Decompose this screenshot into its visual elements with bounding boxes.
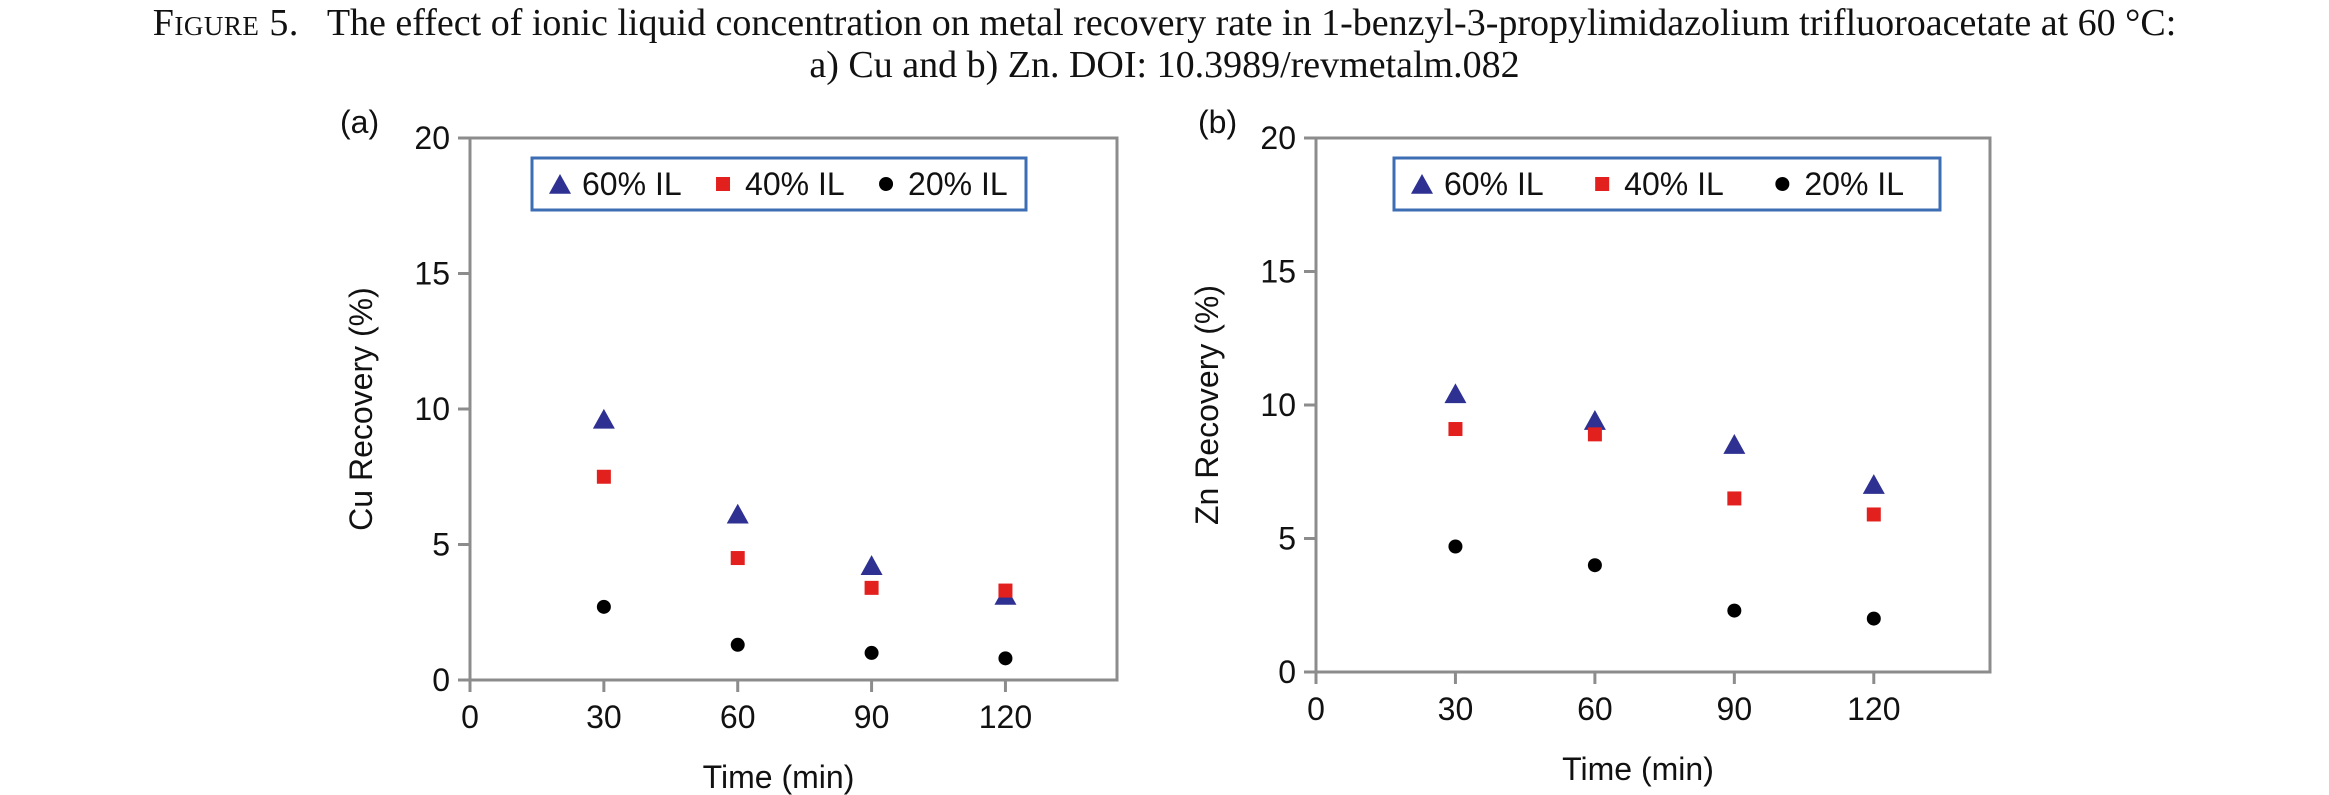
panel-a-legend-marker-square — [716, 177, 731, 191]
panel-b-point-circle — [1727, 603, 1742, 618]
panel-b-point-triangle — [1583, 410, 1606, 430]
panel-b-legend-marker-triangle — [1411, 174, 1433, 194]
panel-b-point-square — [1866, 507, 1881, 522]
panel-b-legend-box — [1392, 156, 1942, 212]
figure-label: Figure 5. — [152, 2, 299, 44]
panel-a-point-triangle — [860, 555, 883, 575]
caption-text-1: The effect of ionic liquid concentration… — [326, 2, 2177, 44]
panel-a-point-square — [998, 583, 1013, 598]
panel-b-legend-label: 60% IL — [1444, 166, 1544, 202]
panel-b-y-tick-label: 0 — [1278, 654, 1296, 690]
panel-a-point-triangle — [592, 408, 615, 429]
panel-b-x-tick-label: 90 — [1717, 691, 1753, 727]
panel-a-x-tick-label: 0 — [461, 699, 479, 735]
panel-a-point-square — [596, 469, 611, 484]
panel-b-legend-marker-square — [1595, 177, 1610, 191]
panel-b-point-square — [1727, 491, 1742, 506]
panel-b-legend-marker-circle — [1775, 177, 1790, 191]
panel-a-y-tick-label: 15 — [414, 256, 450, 292]
panel-b-y-tick-label: 10 — [1260, 387, 1296, 423]
panel-a-x-axis-title: Time (min) — [703, 759, 855, 795]
panel-a-y-tick-label: 0 — [432, 662, 450, 698]
panel-b-point-triangle — [1723, 434, 1746, 454]
panel-a-x-tick-label: 120 — [979, 699, 1032, 735]
panel-a-x-tick-label: 60 — [720, 699, 756, 735]
panel-a-legend-marker-circle — [879, 177, 894, 191]
panel-b-y-axis-title: Zn Recovery (%) — [1189, 285, 1225, 525]
panel-b-point-square — [1448, 422, 1463, 437]
panel-a-legend-box — [530, 156, 1028, 212]
panel-b-x-tick-label: 120 — [1847, 691, 1900, 727]
panel-b-legend-label: 20% IL — [1804, 166, 1904, 202]
panel-a-point-circle — [730, 637, 745, 652]
panel-b-point-circle — [1866, 611, 1881, 626]
caption-line-1: Figure 5. The effect of ionic liquid conc… — [0, 2, 2329, 44]
panel-b-point-circle — [1448, 539, 1463, 554]
panel-a-x-tick-label: 30 — [586, 699, 622, 735]
panel-b-y-tick-label: 15 — [1260, 254, 1296, 290]
caption-line-2: a) Cu and b) Zn. DOI: 10.3989/revmetalm.… — [809, 44, 1520, 86]
panel-a-y-axis-title: Cu Recovery (%) — [343, 287, 379, 531]
panel-a-x-tick-label: 90 — [854, 699, 890, 735]
panel-a-point-square — [864, 580, 879, 595]
panel-a-plot-frame — [468, 136, 1119, 682]
panel-a-legend-label: 40% IL — [745, 166, 845, 202]
panel-b-x-axis-title: Time (min) — [1562, 751, 1714, 787]
panel-b-label: (b) — [1198, 104, 1237, 140]
panel-a-point-square — [730, 551, 745, 566]
panel-b-x-tick-label: 60 — [1577, 691, 1613, 727]
panel-a-point-circle — [864, 645, 879, 660]
panel-b-point-triangle — [1444, 383, 1467, 404]
figure-caption: Figure 5. The effect of ionic liquid conc… — [0, 2, 2329, 86]
panel-a-legend-label: 20% IL — [908, 166, 1008, 202]
panel-a-label: (a) — [340, 104, 379, 140]
panel-a-point-triangle — [726, 503, 749, 524]
panel-b-point-square — [1587, 427, 1602, 442]
panel-b-point-triangle — [1862, 474, 1885, 494]
panel-b-plot-frame — [1314, 136, 1992, 674]
panel-a-y-tick-label: 10 — [414, 391, 450, 427]
panel-b-y-tick-label: 20 — [1260, 120, 1296, 156]
panel-b-legend-label: 40% IL — [1624, 166, 1724, 202]
panel-a-legend-label: 60% IL — [582, 166, 682, 202]
panel-a-y-tick-label: 20 — [414, 120, 450, 156]
panel-a-y-tick-label: 5 — [432, 527, 450, 563]
panel-a-point-circle — [596, 599, 611, 614]
panel-b-x-tick-label: 30 — [1438, 691, 1474, 727]
panel-b-x-tick-label: 0 — [1307, 691, 1325, 727]
panel-a-point-circle — [998, 651, 1013, 666]
panel-b-point-circle — [1587, 558, 1602, 573]
panel-a-legend-marker-triangle — [549, 174, 571, 194]
panel-b-y-tick-label: 5 — [1278, 521, 1296, 557]
